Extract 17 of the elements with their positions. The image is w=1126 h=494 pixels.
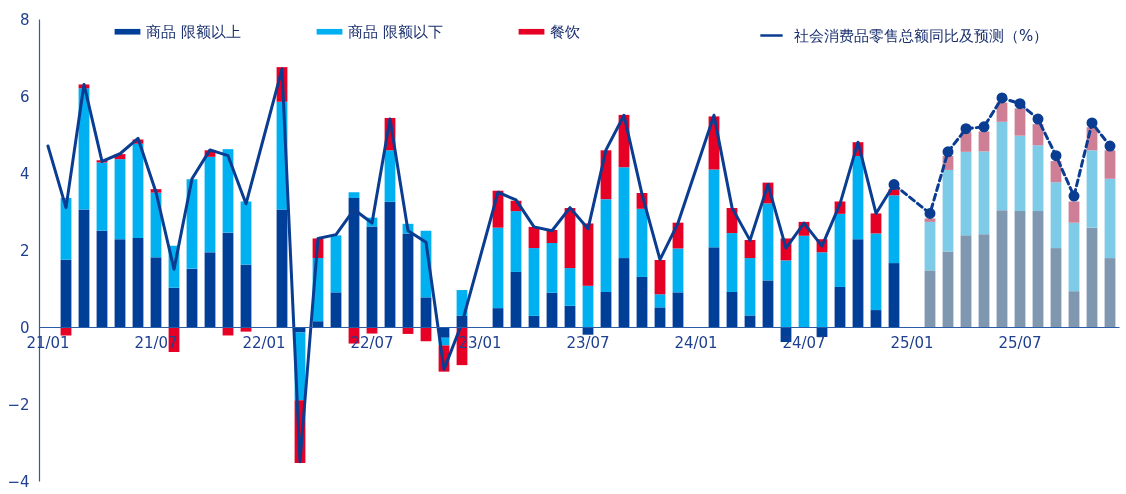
legend-label: 商品 限额以下 bbox=[348, 22, 443, 41]
x-tick-label: 24/01 bbox=[674, 333, 718, 352]
legend-label: 商品 限额以上 bbox=[146, 22, 241, 41]
legend-label: 餐饮 bbox=[550, 22, 580, 41]
x-tick-label: 23/07 bbox=[566, 333, 610, 352]
y-tick-label: −2 bbox=[7, 395, 30, 414]
y-tick-label: 2 bbox=[19, 241, 30, 260]
y-tick-label: 0 bbox=[19, 318, 30, 337]
y-tick-label: 4 bbox=[19, 164, 30, 183]
y-tick-label: −4 bbox=[7, 472, 30, 491]
y-tick-label: 6 bbox=[19, 87, 30, 106]
x-tick-label: 22/01 bbox=[242, 333, 286, 352]
x-tick-label: 25/01 bbox=[890, 333, 934, 352]
legend-label: 社会消费品零售总额同比及预测（%） bbox=[794, 26, 1049, 45]
y-tick-label: 8 bbox=[19, 10, 30, 29]
x-tick-label: 25/07 bbox=[998, 333, 1042, 352]
x-tick-label: 22/07 bbox=[350, 333, 394, 352]
